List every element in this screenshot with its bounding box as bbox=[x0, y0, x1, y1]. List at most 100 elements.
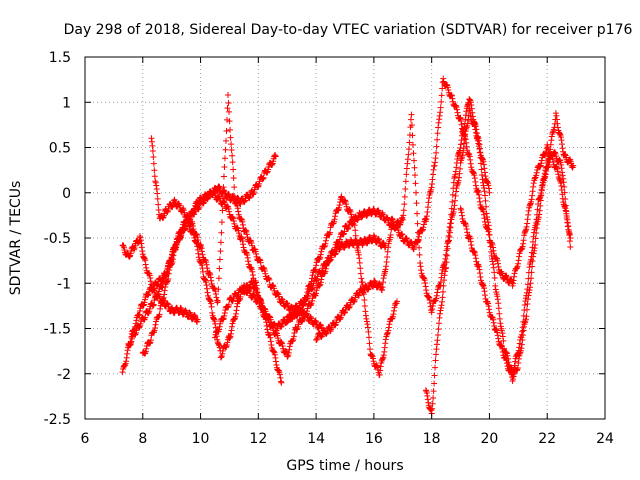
data-point bbox=[313, 287, 320, 294]
data-point bbox=[227, 134, 234, 141]
data-point bbox=[476, 198, 483, 205]
data-point bbox=[464, 229, 471, 236]
data-point bbox=[214, 299, 221, 306]
data-point bbox=[475, 263, 482, 270]
data-point bbox=[462, 136, 469, 143]
data-point bbox=[471, 248, 478, 255]
data-point bbox=[313, 336, 320, 343]
data-point bbox=[457, 141, 464, 148]
data-point bbox=[228, 323, 235, 330]
data-point bbox=[147, 278, 154, 285]
data-point bbox=[516, 350, 523, 357]
data-point bbox=[414, 239, 421, 246]
data-point bbox=[133, 317, 140, 324]
data-point bbox=[561, 189, 568, 196]
data-point bbox=[219, 207, 226, 214]
data-point bbox=[478, 171, 485, 178]
data-point bbox=[478, 166, 485, 173]
data-point bbox=[528, 198, 535, 205]
data-point bbox=[395, 227, 402, 234]
data-point bbox=[448, 91, 455, 98]
data-point bbox=[170, 248, 177, 255]
data-point bbox=[495, 305, 502, 312]
data-point bbox=[454, 156, 461, 163]
data-point bbox=[443, 264, 450, 271]
data-point bbox=[413, 200, 420, 207]
data-point bbox=[526, 289, 533, 296]
data-point bbox=[389, 313, 396, 320]
data-point bbox=[535, 214, 542, 221]
data-point bbox=[212, 291, 219, 298]
data-point bbox=[150, 329, 157, 336]
y-tick-label: -2.5 bbox=[44, 412, 71, 428]
data-point bbox=[484, 179, 491, 186]
data-point bbox=[338, 193, 345, 200]
data-point bbox=[194, 234, 201, 241]
data-point bbox=[235, 208, 242, 215]
data-point bbox=[452, 197, 459, 204]
data-point bbox=[520, 240, 527, 247]
data-point bbox=[323, 330, 330, 337]
data-point bbox=[370, 355, 377, 362]
data-point bbox=[476, 195, 483, 202]
data-point bbox=[217, 248, 224, 255]
data-point bbox=[514, 364, 521, 371]
chart-title: Day 298 of 2018, Sidereal Day-to-day VTE… bbox=[64, 22, 633, 38]
data-point bbox=[257, 259, 264, 266]
data-point bbox=[221, 312, 228, 319]
data-point bbox=[434, 289, 441, 296]
data-point bbox=[212, 288, 219, 295]
data-point bbox=[322, 237, 329, 244]
data-point bbox=[155, 288, 162, 295]
data-point bbox=[457, 114, 464, 121]
y-tick-label: 1 bbox=[62, 95, 71, 111]
data-point bbox=[341, 228, 348, 235]
data-point bbox=[294, 313, 301, 320]
data-point bbox=[486, 226, 493, 233]
data-point bbox=[562, 151, 569, 158]
data-point bbox=[530, 180, 537, 187]
data-point bbox=[272, 354, 279, 361]
data-point bbox=[558, 165, 565, 172]
data-point bbox=[342, 197, 349, 204]
data-point bbox=[346, 242, 353, 249]
data-point bbox=[435, 326, 442, 333]
data-point bbox=[525, 207, 532, 214]
data-point bbox=[443, 259, 450, 266]
data-point bbox=[207, 274, 214, 281]
data-point bbox=[385, 327, 392, 334]
data-point bbox=[216, 265, 223, 272]
data-point bbox=[496, 315, 503, 322]
data-point bbox=[352, 232, 359, 239]
data-point bbox=[424, 204, 431, 211]
data-point bbox=[285, 349, 292, 356]
data-point bbox=[313, 262, 320, 269]
data-point bbox=[244, 252, 251, 259]
data-point bbox=[523, 313, 530, 320]
data-point bbox=[532, 235, 539, 242]
data-point bbox=[312, 267, 319, 274]
data-point bbox=[538, 157, 545, 164]
data-point bbox=[157, 305, 164, 312]
data-point bbox=[475, 191, 482, 198]
data-point bbox=[446, 234, 453, 241]
data-point bbox=[299, 302, 306, 309]
data-point bbox=[552, 149, 559, 156]
data-point bbox=[216, 323, 223, 330]
data-point bbox=[468, 105, 475, 112]
data-point bbox=[149, 147, 156, 154]
data-point bbox=[482, 292, 489, 299]
data-point bbox=[154, 294, 161, 301]
data-point bbox=[399, 231, 406, 238]
data-point bbox=[432, 159, 439, 166]
data-point bbox=[453, 106, 460, 113]
data-point bbox=[481, 188, 488, 195]
data-point bbox=[400, 207, 407, 214]
data-point bbox=[370, 282, 377, 289]
data-point bbox=[141, 299, 148, 306]
data-point bbox=[355, 251, 362, 258]
data-point bbox=[161, 287, 168, 294]
y-tick-label: -2 bbox=[57, 367, 71, 383]
data-point bbox=[454, 109, 461, 116]
data-point bbox=[197, 259, 204, 266]
